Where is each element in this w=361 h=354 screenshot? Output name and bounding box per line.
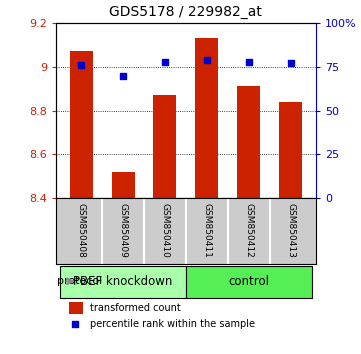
Bar [195, 38, 218, 198]
Text: GSM850410: GSM850410 [160, 203, 169, 258]
Text: control: control [228, 275, 269, 288]
Text: GSM850412: GSM850412 [244, 203, 253, 258]
Bar [112, 172, 135, 198]
Bar [279, 102, 302, 198]
Text: GSM850408: GSM850408 [77, 203, 86, 258]
Point [246, 59, 252, 64]
Text: percentile rank within the sample: percentile rank within the sample [90, 319, 255, 329]
Text: GSM850413: GSM850413 [286, 203, 295, 258]
Point [72, 321, 78, 327]
Bar [69, 302, 83, 314]
Bar [70, 51, 93, 198]
Bar [60, 266, 186, 298]
Bar [237, 86, 260, 198]
Point [288, 61, 293, 66]
Text: GSM850409: GSM850409 [118, 203, 127, 258]
Point [78, 62, 84, 68]
Bar [153, 95, 177, 198]
Text: GSM850411: GSM850411 [203, 203, 212, 258]
Point [162, 59, 168, 64]
Text: PBEF knockdown: PBEF knockdown [73, 275, 173, 288]
Bar [186, 266, 312, 298]
Title: GDS5178 / 229982_at: GDS5178 / 229982_at [109, 5, 262, 19]
Text: protocol: protocol [57, 276, 102, 286]
Point [120, 73, 126, 78]
Point [204, 57, 210, 63]
Text: transformed count: transformed count [90, 303, 180, 313]
